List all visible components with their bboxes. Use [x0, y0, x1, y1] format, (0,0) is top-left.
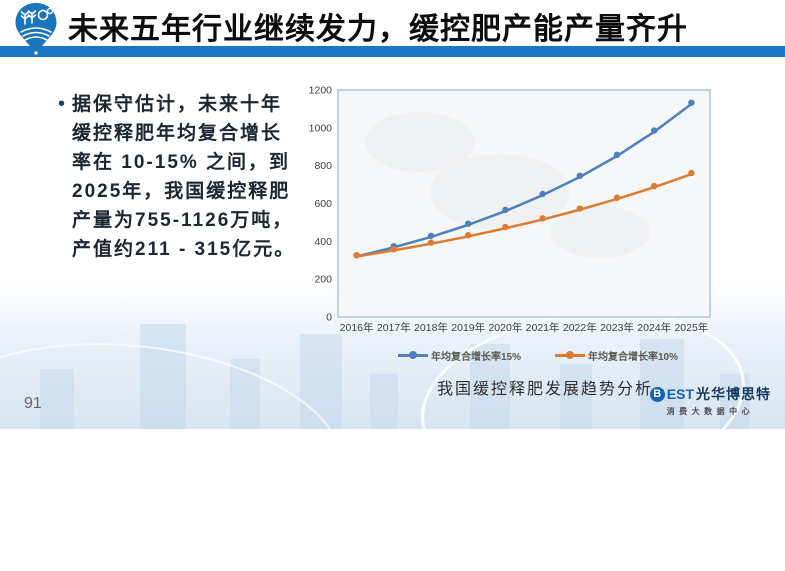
bullet-line: 2025年，我国缓控释肥: [72, 181, 291, 202]
data-point: [427, 239, 435, 246]
map-watermark: [365, 112, 475, 172]
building-silhouette: [230, 359, 260, 429]
brand-name-text: 光华博思特: [696, 386, 771, 402]
data-point: [502, 223, 509, 231]
bullet-marker: •: [58, 93, 66, 115]
x-axis-tick-label: 2023年: [600, 321, 634, 334]
building-silhouette: [40, 369, 74, 429]
brand-logo-row: B EST 光华博思特: [649, 384, 771, 404]
x-axis-tick-label: 2016年: [340, 321, 374, 334]
bullet-text-block: • 据保守估计，未来十年 缓控释肥年均复合增长 率在 10-15% 之间，到 2…: [58, 90, 308, 264]
best-logo-letter: B: [653, 388, 662, 400]
bullet-line: 产量为755-1126万吨，: [72, 210, 294, 231]
data-point: [539, 190, 546, 198]
data-point: [613, 194, 621, 201]
chart-container: 0 200 400 600 800 1000 1200 2016年 2017年 2018年 2019…: [300, 72, 730, 399]
brand-est-text: EST: [666, 386, 694, 402]
data-point: [688, 169, 695, 177]
brand-logo: B EST 光华博思特 消费大数据中心: [649, 384, 771, 417]
data-point: [613, 151, 621, 159]
x-axis-tick-label: 2021年: [526, 321, 560, 334]
y-axis-tick-label: 200: [314, 274, 332, 286]
x-axis-tick-label: 2022年: [563, 321, 597, 334]
x-axis-tick-label: 2019年: [451, 321, 485, 334]
data-point: [502, 206, 509, 214]
data-point: [465, 220, 472, 227]
wheat-pin-logo-icon: [13, 2, 59, 58]
data-point: [651, 127, 658, 134]
legend-marker-dot-icon: [566, 351, 574, 360]
best-logo-icon: B: [649, 386, 665, 402]
data-point: [688, 99, 695, 106]
data-point: [465, 232, 472, 239]
map-watermark: [550, 206, 650, 258]
legend-label: 年均复合增长率10%: [588, 352, 679, 363]
legend-item: 年均复合增长率15%: [397, 348, 521, 363]
series-line-0: [355, 102, 693, 258]
map-watermark: [430, 154, 570, 230]
y-axis-tick-label: 0: [326, 312, 332, 324]
legend-marker-icon: [397, 351, 428, 360]
data-point: [576, 172, 583, 180]
slide-title: 未来五年行业继续发力，缓控肥产能产量齐升: [68, 13, 688, 46]
chart-legend: 年均复合增长率15% 年均复合增长率10%: [300, 348, 730, 363]
x-axis-tick-label: 2025年: [674, 321, 708, 334]
wheat-pin-logo-svg: [15, 3, 57, 55]
data-point: [651, 182, 658, 190]
line-chart: 0 200 400 600 800 1000 1200 2016年 2017年 2018年 2019…: [309, 85, 711, 334]
brand-subtitle: 消费大数据中心: [666, 407, 755, 416]
bullet-line: 率在 10-15% 之间，到: [72, 152, 291, 173]
bullet-line: 产值约211 - 315亿元。: [72, 239, 296, 260]
x-axis-tick-label: 2024年: [637, 321, 671, 334]
legend-marker-dot-icon: [408, 351, 417, 360]
title-underline-bar: [0, 46, 785, 57]
data-point: [353, 252, 360, 259]
bullet-text: 据保守估计，未来十年 缓控释肥年均复合增长 率在 10-15% 之间，到 202…: [72, 90, 295, 264]
data-point: [427, 232, 435, 239]
y-axis-tick-label: 1200: [309, 85, 333, 97]
x-axis-tick-label: 2020年: [488, 321, 522, 334]
x-axis-tick-label: 2017年: [377, 321, 411, 334]
page-number: 91: [24, 395, 42, 412]
data-point: [539, 215, 546, 222]
legend-item: 年均复合增长率10%: [555, 348, 678, 363]
bullet-line: 据保守估计，未来十年: [72, 94, 283, 115]
y-axis-tick-label: 1000: [309, 122, 333, 134]
building-silhouette: [140, 324, 186, 429]
y-axis-tick-label: 800: [314, 160, 332, 172]
legend-marker-icon: [555, 351, 585, 360]
data-point: [576, 205, 583, 212]
legend-label: 年均复合增长率15%: [430, 352, 521, 363]
chart-caption: 我国缓控释肥发展趋势分析: [436, 381, 653, 398]
data-point: [390, 246, 397, 253]
slide-header: 未来五年行业继续发力，缓控肥产能产量齐升: [0, 0, 785, 46]
y-axis-tick-label: 400: [314, 236, 332, 248]
x-axis-tick-label: 2018年: [414, 321, 448, 334]
y-axis-tick-label: 600: [314, 198, 332, 210]
bullet-line: 缓控释肥年均复合增长: [72, 123, 283, 144]
series-line-1: [355, 172, 693, 258]
